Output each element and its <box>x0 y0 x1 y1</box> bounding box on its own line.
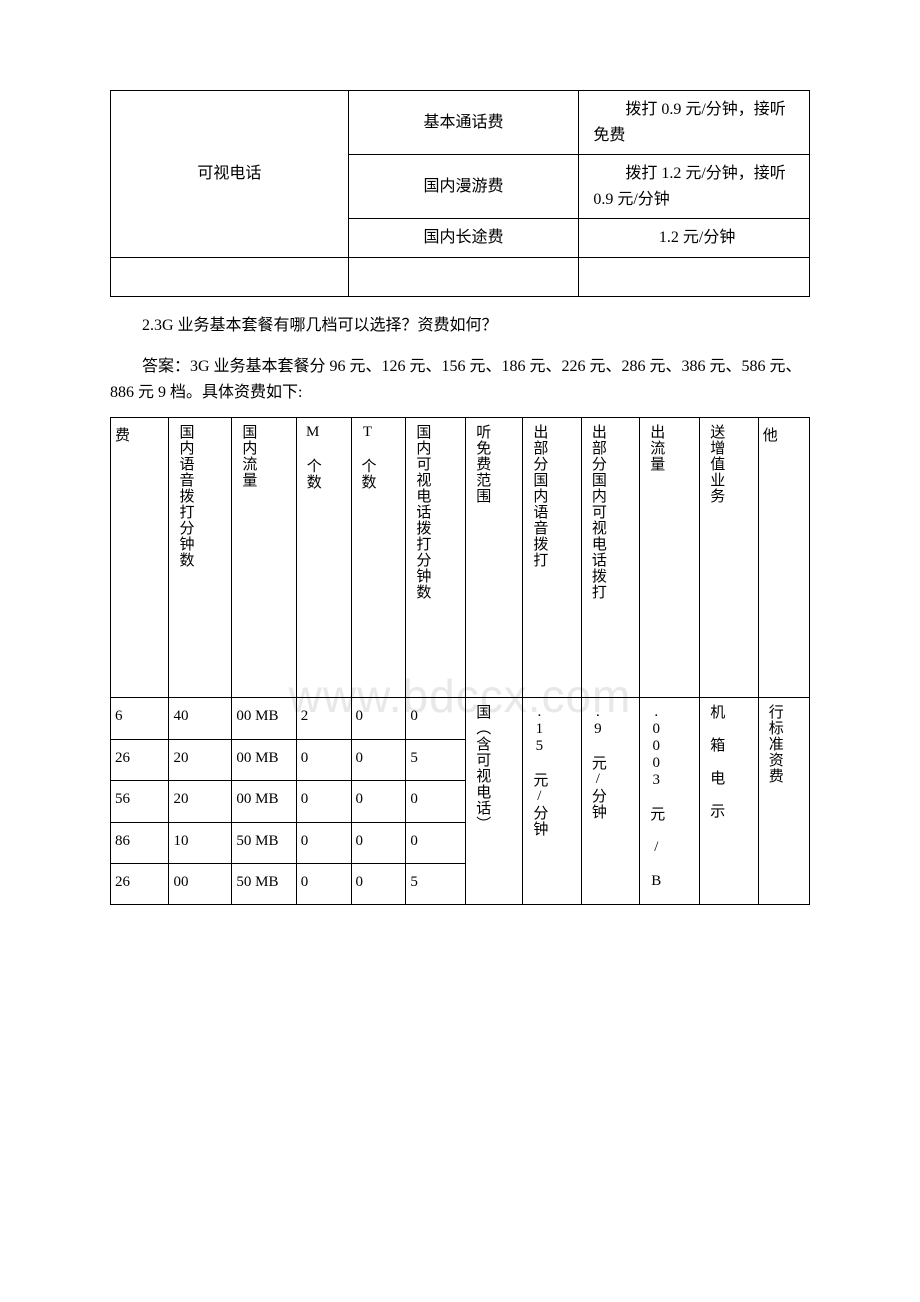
cell: 00 MB <box>232 781 296 822</box>
cell: 00 MB <box>232 739 296 780</box>
cell: 0 <box>296 739 351 780</box>
question-text: 2.3G 业务基本套餐有哪几档可以选择？资费如何？ <box>110 313 810 339</box>
cell-empty <box>348 257 579 296</box>
cell-empty <box>111 257 349 296</box>
cell: 0 <box>351 739 406 780</box>
cell-category: 可视电话 <box>111 91 349 258</box>
th-free-range: 听免费范围 <box>466 418 523 698</box>
cell-fee-value: 1.2 元/分钟 <box>579 219 810 258</box>
cell-extra-video: .9 元/分钟 <box>581 698 639 905</box>
th-data: 国内流量 <box>232 418 296 698</box>
cell-fee-type: 基本通话费 <box>348 91 579 155</box>
cell-fee-type: 国内漫游费 <box>348 155 579 219</box>
cell: 5 <box>406 863 466 904</box>
cell: 26 <box>111 863 169 904</box>
cell-extra-voice: .15 元/分钟 <box>523 698 581 905</box>
cell-other: 行标准资费 <box>758 698 809 905</box>
cell: 0 <box>351 698 406 739</box>
cell: 0 <box>296 822 351 863</box>
cell-extra-data: .0003 元 / B <box>640 698 700 905</box>
fee-table: 可视电话 基本通话费 拨打 0.9 元/分钟，接听免费 国内漫游费 拨打 1.2… <box>110 90 810 297</box>
th-t-count: T 个数 <box>351 418 406 698</box>
th-extra-video: 出部分国内可视电话拨打 <box>581 418 639 698</box>
cell: 50 MB <box>232 863 296 904</box>
th-extra-data: 出流量 <box>640 418 700 698</box>
tariff-table: 费 国内语音拨打分钟数 国内流量 M 个数 T 个数 国内可视电话拨打分钟数 听… <box>110 417 810 905</box>
cell-free-range: 国（含可视电话） <box>466 698 523 905</box>
th-vas: 送增值业务 <box>700 418 758 698</box>
cell: 5 <box>406 739 466 780</box>
cell-fee-value: 拨打 1.2 元/分钟，接听 0.9 元/分钟 <box>579 155 810 219</box>
cell: 50 MB <box>232 822 296 863</box>
cell: 0 <box>406 781 466 822</box>
th-video-min: 国内可视电话拨打分钟数 <box>406 418 466 698</box>
cell: 0 <box>351 781 406 822</box>
cell-vas: 机 箱 电 示 <box>700 698 758 905</box>
cell: 40 <box>169 698 232 739</box>
cell-fee-type: 国内长途费 <box>348 219 579 258</box>
cell: 0 <box>406 698 466 739</box>
cell: 00 <box>169 863 232 904</box>
cell: 2 <box>296 698 351 739</box>
table-row: 6 40 00 MB 2 0 0 国（含可视电话） .15 元/分钟 .9 元/… <box>111 698 810 739</box>
cell-fee-value: 拨打 0.9 元/分钟，接听免费 <box>579 91 810 155</box>
cell: 0 <box>406 822 466 863</box>
th-fee: 费 <box>111 418 169 698</box>
cell: 0 <box>296 863 351 904</box>
th-extra-voice: 出部分国内语音拨打 <box>523 418 581 698</box>
cell: 0 <box>351 822 406 863</box>
answer-text: 答案：3G 业务基本套餐分 96 元、126 元、156 元、186 元、226… <box>110 354 810 405</box>
cell: 6 <box>111 698 169 739</box>
th-m-count: M 个数 <box>296 418 351 698</box>
cell: 20 <box>169 739 232 780</box>
cell: 00 MB <box>232 698 296 739</box>
table-header-row: 费 国内语音拨打分钟数 国内流量 M 个数 T 个数 国内可视电话拨打分钟数 听… <box>111 418 810 698</box>
th-other: 他 <box>758 418 809 698</box>
cell: 20 <box>169 781 232 822</box>
cell: 56 <box>111 781 169 822</box>
table-row: 可视电话 基本通话费 拨打 0.9 元/分钟，接听免费 <box>111 91 810 155</box>
cell-empty <box>579 257 810 296</box>
th-voice-min: 国内语音拨打分钟数 <box>169 418 232 698</box>
table-row <box>111 257 810 296</box>
cell: 86 <box>111 822 169 863</box>
cell: 26 <box>111 739 169 780</box>
cell: 10 <box>169 822 232 863</box>
cell: 0 <box>296 781 351 822</box>
cell: 0 <box>351 863 406 904</box>
